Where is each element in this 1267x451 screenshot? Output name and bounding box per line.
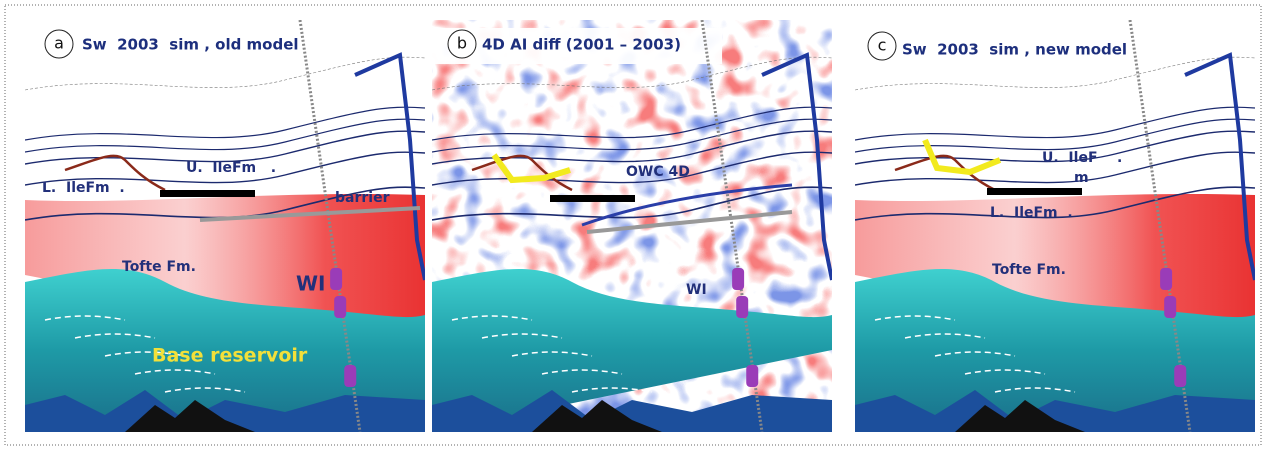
annotation: Base reservoir xyxy=(152,345,308,367)
perforation xyxy=(746,365,758,387)
art xyxy=(855,20,1255,432)
annotation: m xyxy=(1074,170,1089,186)
annotation: OWC 4D xyxy=(626,164,690,180)
perforation xyxy=(1160,268,1172,290)
panel-image xyxy=(855,20,1255,432)
art xyxy=(432,20,832,432)
perforation xyxy=(344,365,356,387)
annotation: U. IleF . xyxy=(1042,150,1122,166)
perforation xyxy=(330,268,342,290)
art xyxy=(25,20,425,432)
black-bar xyxy=(160,190,255,197)
panel-label: b xyxy=(457,34,467,53)
annotation: L. IleFm . xyxy=(990,205,1073,221)
annotation: barrier xyxy=(335,190,390,206)
perforation xyxy=(736,296,748,318)
panel-label: a xyxy=(54,34,64,53)
annotation: L. IleFm . xyxy=(42,180,125,196)
annotation: WI xyxy=(296,272,326,296)
annotation: WI xyxy=(686,282,707,298)
annotation: Tofte Fm. xyxy=(992,262,1066,278)
perforation xyxy=(1174,365,1186,387)
figure: a Sw 2003 sim , old model L. IleFm . U. … xyxy=(0,0,1267,451)
panel-title: Sw 2003 sim , new model xyxy=(902,41,1127,59)
panel-title: 4D AI diff (2001 – 2003) xyxy=(482,36,681,54)
panel-label: c xyxy=(878,36,887,55)
perforation xyxy=(334,296,346,318)
panel-image xyxy=(432,20,832,432)
black-bar xyxy=(987,188,1082,195)
perforation xyxy=(732,268,744,290)
perforation xyxy=(1164,296,1176,318)
annotation: Tofte Fm. xyxy=(122,259,196,275)
panels xyxy=(25,20,1255,432)
black-bar xyxy=(550,195,635,202)
panel-title: Sw 2003 sim , old model xyxy=(82,36,299,54)
annotation: U. IleFm . xyxy=(186,160,276,176)
panel-image xyxy=(25,20,425,432)
